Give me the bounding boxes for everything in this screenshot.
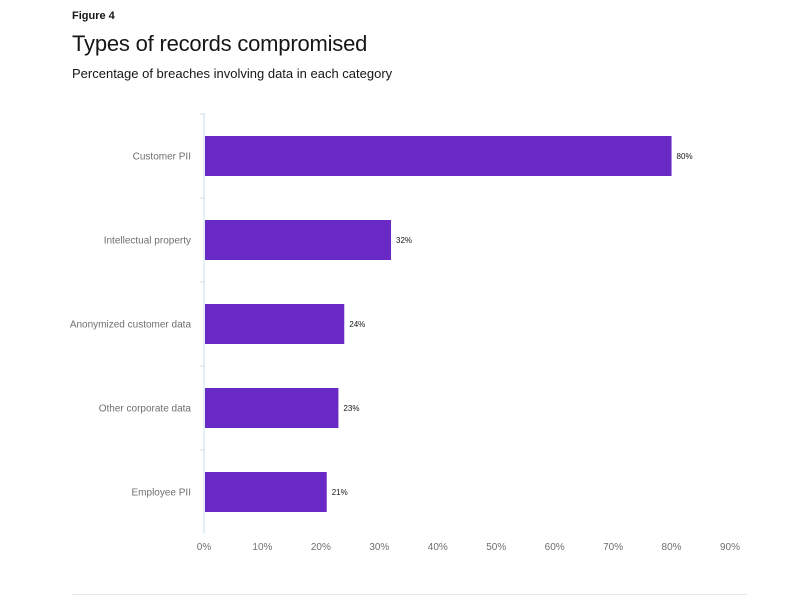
x-tick-label: 50%: [486, 542, 506, 553]
bar-5: [205, 472, 327, 512]
category-label: Intellectual property: [104, 236, 191, 247]
x-axis: 0% 10% 20% 30% 40% 50% 60% 70% 80% 90%: [197, 542, 740, 553]
x-tick-label: 40%: [428, 542, 448, 553]
x-tick-label: 80%: [662, 542, 682, 553]
value-label: 80%: [677, 152, 693, 161]
chart-subtitle: Percentage of breaches involving data in…: [72, 66, 393, 81]
x-tick-label: 10%: [252, 542, 272, 553]
value-label: 21%: [332, 488, 348, 497]
x-tick-label: 60%: [545, 542, 565, 553]
x-tick-label: 0%: [197, 542, 212, 553]
value-label: 24%: [349, 320, 365, 329]
category-label: Employee PII: [132, 488, 191, 499]
bar-3: [205, 304, 345, 344]
value-label: 23%: [343, 404, 359, 413]
figure-label: Figure 4: [72, 10, 115, 22]
category-label: Other corporate data: [99, 404, 192, 415]
chart-title: Types of records compromised: [72, 31, 368, 56]
x-tick-label: 70%: [603, 542, 623, 553]
y-axis: [200, 113, 205, 533]
category-label: Anonymized customer data: [70, 320, 192, 331]
bar-1: [205, 136, 672, 176]
bar-4: [205, 388, 339, 428]
bars: Customer PII 80% Intellectual property 32% A…: [70, 136, 693, 512]
value-label: 32%: [396, 236, 412, 245]
x-tick-label: 20%: [311, 542, 331, 553]
bottom-divider: [72, 594, 747, 595]
x-tick-label: 30%: [369, 542, 389, 553]
bar-2: [205, 220, 392, 260]
category-label: Customer PII: [133, 152, 191, 163]
x-tick-label: 90%: [720, 542, 740, 553]
